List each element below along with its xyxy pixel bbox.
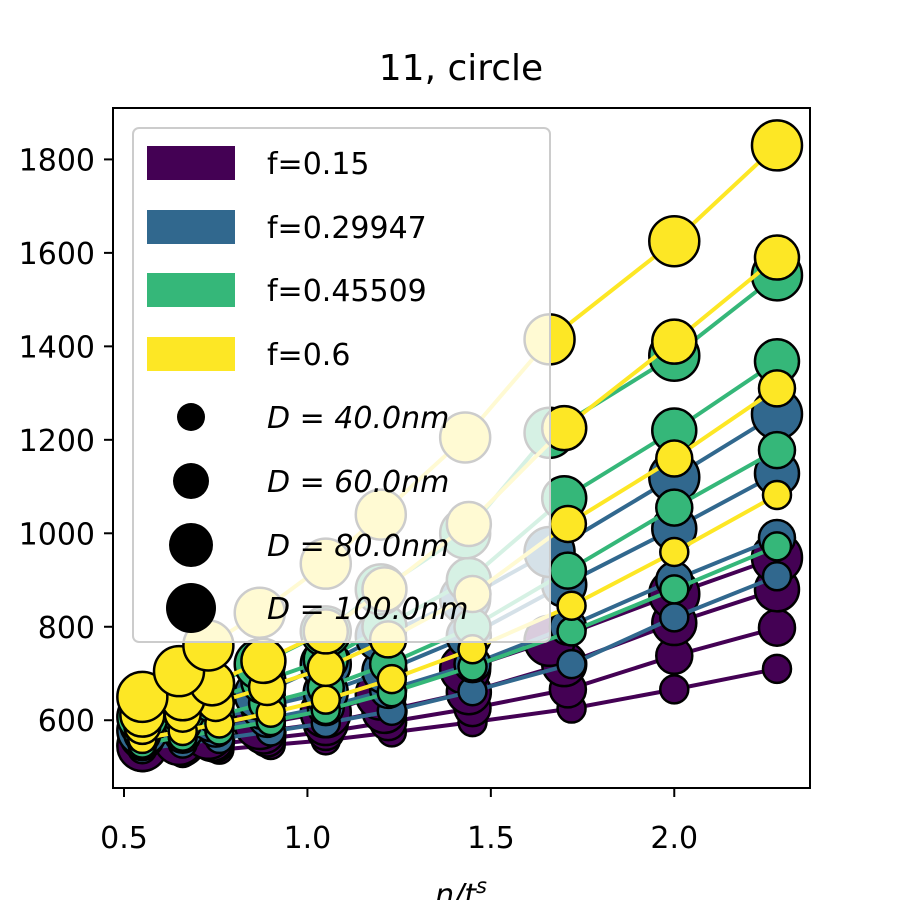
data-point — [556, 616, 587, 647]
y-tick-label: 1000 — [19, 517, 95, 552]
y-tick-label: 800 — [38, 611, 95, 646]
data-point — [659, 602, 690, 633]
data-point — [761, 561, 793, 592]
data-point — [753, 234, 801, 281]
data-point — [376, 663, 408, 695]
y-tick-label: 1400 — [19, 330, 95, 365]
series-line — [141, 493, 778, 741]
axes: 0.5 1.0 1.5 2.0 600 800 1000 1200 1400 1600 1800 — [19, 143, 698, 856]
legend-box — [132, 127, 551, 643]
legend-swatch — [147, 146, 235, 180]
x-axis-label: n/ts — [435, 874, 487, 900]
data-point — [648, 214, 701, 268]
x-tick-label: 1.0 — [284, 821, 332, 856]
legend-swatch — [147, 273, 235, 307]
data-point — [659, 536, 690, 568]
data-point — [310, 684, 342, 715]
chart-title: 11, circle — [379, 48, 543, 89]
x-tick-label: 2.0 — [650, 821, 698, 856]
legend-label: f=0.15 — [267, 147, 370, 182]
series-line — [141, 544, 778, 746]
legend-label: D = 40.0nm — [267, 401, 449, 436]
legend-swatch — [147, 210, 235, 244]
data-point — [556, 648, 587, 680]
legend-label: D = 60.0nm — [267, 465, 449, 500]
data-point — [750, 119, 804, 172]
data-point — [659, 674, 690, 705]
legend-label: f=0.29947 — [267, 211, 427, 246]
legend-swatch — [147, 337, 235, 371]
data-point — [757, 369, 797, 408]
data-point — [116, 670, 169, 724]
data-point — [556, 590, 587, 621]
data-point — [240, 637, 287, 685]
legend-label: D = 100.0nm — [267, 592, 468, 627]
data-point — [548, 551, 588, 590]
data-point — [651, 318, 698, 365]
data-point — [655, 488, 694, 527]
legend-size-marker — [169, 523, 213, 567]
data-point — [548, 504, 588, 544]
data-point — [761, 653, 793, 685]
data-point — [761, 531, 793, 562]
legend-size-marker — [166, 583, 216, 633]
y-tick-label: 1800 — [19, 143, 95, 178]
x-tick-label: 1.5 — [467, 821, 515, 856]
x-tick-label: 0.5 — [100, 821, 148, 856]
data-point — [757, 608, 797, 647]
data-point — [757, 430, 797, 470]
y-tick-label: 600 — [38, 704, 95, 739]
legend: f=0.15 f=0.29947 f=0.45509 f=0.6 D = 40.0nm D… — [132, 127, 551, 643]
data-point — [659, 574, 690, 605]
plot-frame — [112, 107, 811, 789]
legend-label: f=0.45509 — [267, 274, 427, 309]
y-tick-label: 1200 — [19, 424, 95, 459]
legend-label: f=0.6 — [267, 338, 350, 373]
legend-label: D = 80.0nm — [267, 529, 449, 564]
legend-size-marker — [173, 463, 209, 499]
data-point — [655, 439, 694, 478]
data-point — [761, 479, 793, 511]
data-point — [306, 648, 346, 688]
y-tick-label: 1600 — [19, 237, 95, 272]
legend-size-marker — [177, 403, 205, 431]
